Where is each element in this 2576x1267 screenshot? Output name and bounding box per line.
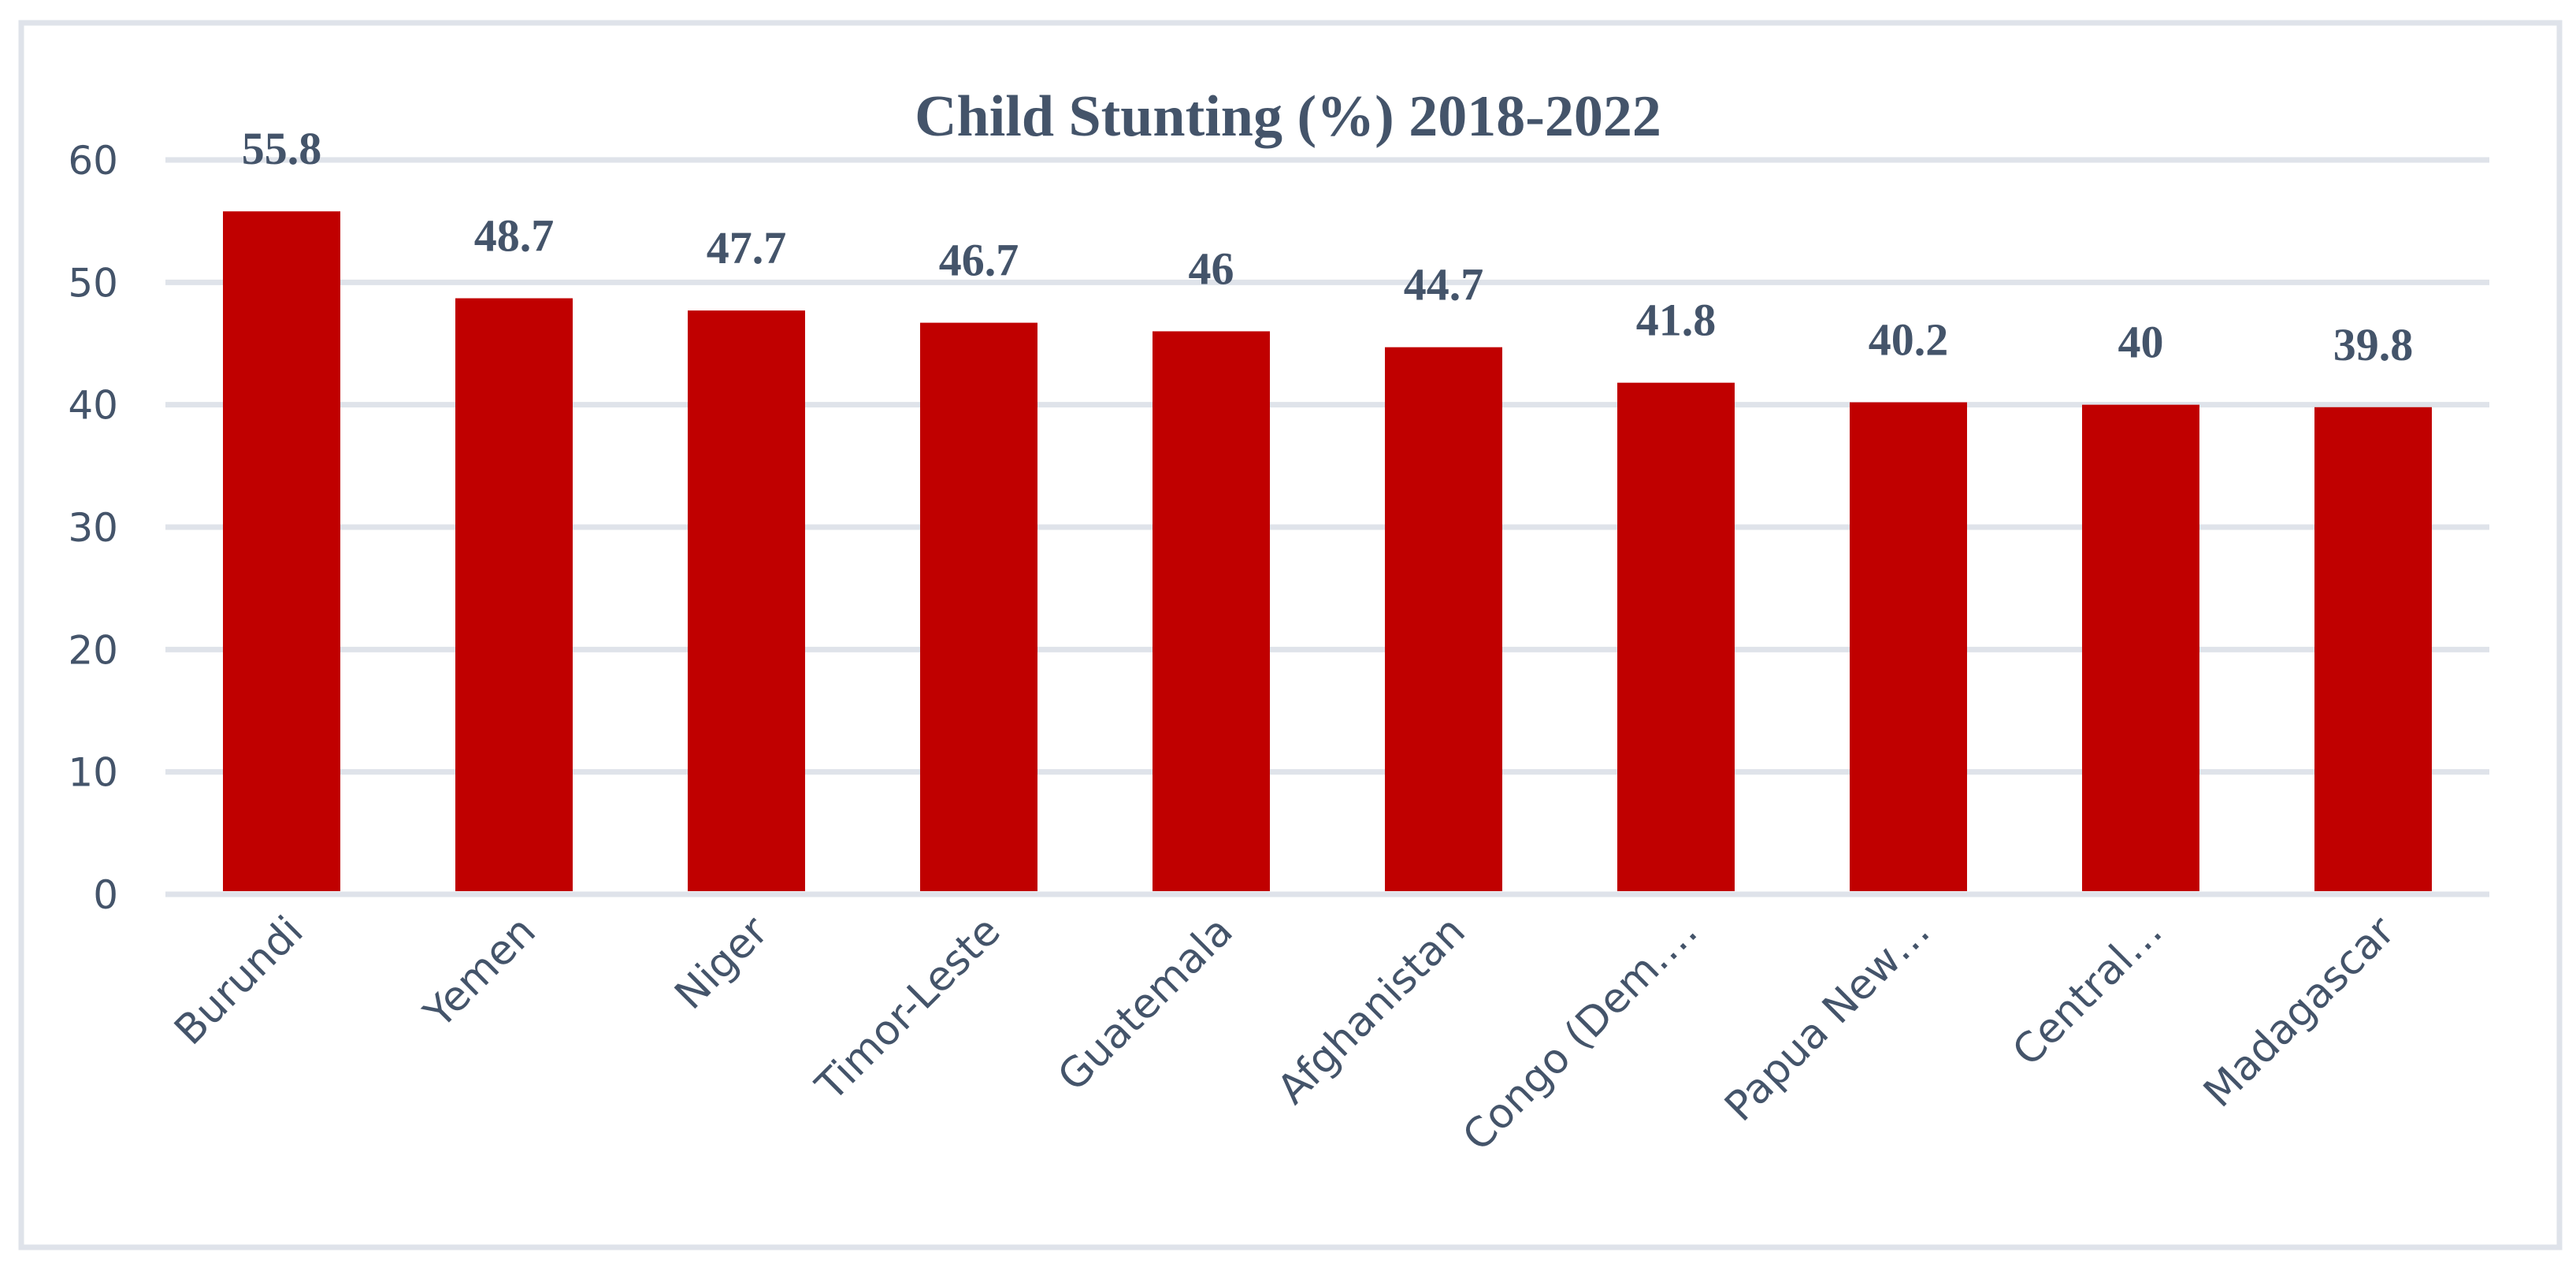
y-tick-label: 60 — [68, 138, 118, 184]
bars — [223, 211, 2432, 891]
bar — [1850, 402, 1967, 891]
chart-title: Child Stunting (%) 2018-2022 — [915, 84, 1661, 149]
bar — [2082, 404, 2199, 891]
y-tick-label: 50 — [68, 260, 118, 306]
data-label: 47.7 — [707, 222, 787, 273]
data-label: 55.8 — [242, 123, 322, 174]
y-tick-label: 0 — [93, 872, 118, 918]
bar — [920, 322, 1037, 891]
bar — [688, 310, 805, 891]
bar — [2314, 407, 2432, 891]
bar — [1385, 347, 1502, 891]
bar — [1617, 382, 1735, 891]
y-tick-label: 20 — [68, 627, 118, 673]
bar — [455, 298, 573, 891]
y-tick-label: 30 — [68, 505, 118, 551]
data-label: 46.7 — [939, 235, 1019, 286]
data-label: 48.7 — [474, 210, 555, 262]
y-axis: 0 10 20 30 40 50 60 — [68, 138, 118, 918]
data-label: 41.8 — [1636, 295, 1717, 346]
data-label: 46 — [1189, 243, 1234, 294]
y-tick-label: 40 — [68, 383, 118, 429]
data-labels: 55.8 48.7 47.7 46.7 46 44.7 41.8 40.2 40 39.8 — [242, 123, 2414, 370]
data-label: 39.8 — [2333, 319, 2414, 370]
bar — [223, 211, 340, 891]
data-label: 40.2 — [1869, 314, 1949, 366]
bar — [1153, 331, 1270, 891]
data-label: 44.7 — [1404, 259, 1484, 310]
y-tick-label: 10 — [68, 750, 118, 796]
data-label: 40 — [2118, 317, 2164, 368]
